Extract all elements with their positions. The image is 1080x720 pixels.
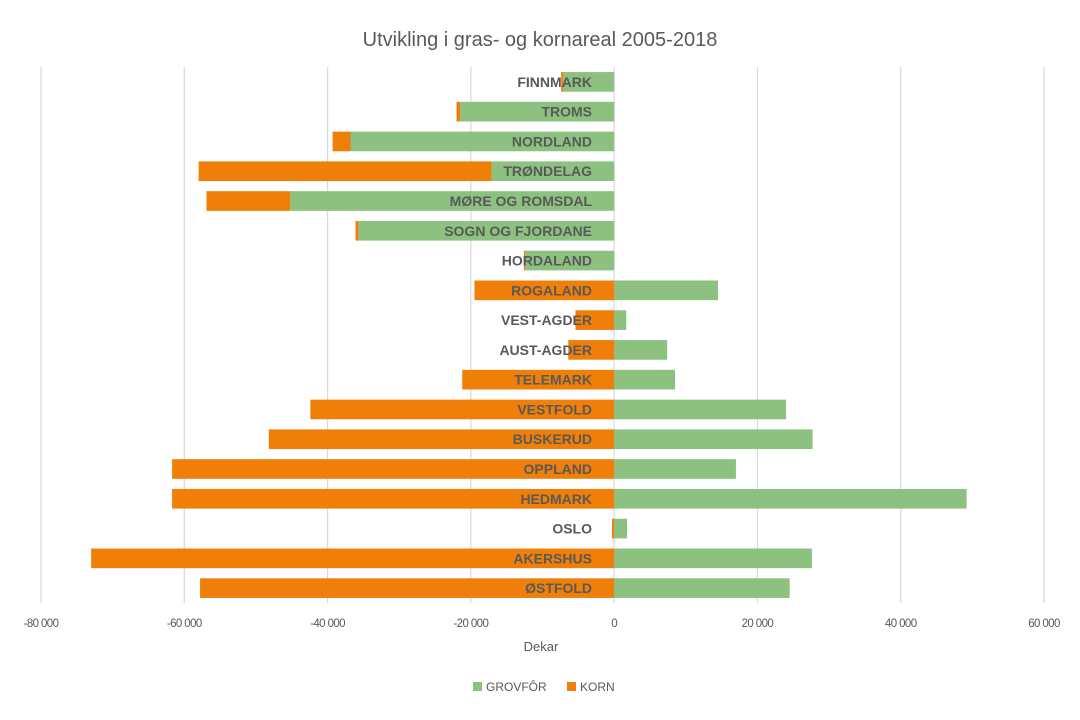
bar-grovfor xyxy=(614,399,787,420)
bar-grovfor xyxy=(614,548,812,569)
category-label: HORDALAND xyxy=(502,253,592,269)
x-tick-label: 0 xyxy=(611,618,617,630)
x-tick-label: -80 000 xyxy=(24,618,59,630)
bar-grovfor xyxy=(350,131,615,152)
x-tick-label: 20 000 xyxy=(742,618,774,630)
x-tick-labels: -80 000 -60 000 -40 000 -20 000 0 20 000 40 00… xyxy=(24,618,1061,630)
category-label: TROMS xyxy=(541,104,592,120)
bar-korn xyxy=(200,578,615,598)
bar-korn xyxy=(172,488,615,509)
x-tick-label: 40 000 xyxy=(885,618,917,630)
bar-korn xyxy=(611,518,615,539)
x-tick-label: -20 000 xyxy=(453,618,488,630)
bar-grovfor xyxy=(614,578,790,598)
x-tick-label: -40 000 xyxy=(310,618,345,630)
bar-grovfor xyxy=(614,488,967,509)
bar-korn xyxy=(456,101,461,122)
legend: GROVFÔR KORN xyxy=(473,679,615,694)
bar-grovfor xyxy=(563,72,615,92)
bar-grovfor xyxy=(614,459,736,479)
bar-korn xyxy=(568,340,615,360)
category-label: AKERSHUS xyxy=(513,550,592,566)
legend-item-korn: KORN xyxy=(567,680,615,694)
bar-korn xyxy=(355,220,359,241)
bar-grovfor xyxy=(614,280,719,301)
category-label: HEDMARK xyxy=(520,491,592,507)
category-label: TELEMARK xyxy=(514,372,592,388)
category-label: ØSTFOLD xyxy=(525,580,592,596)
category-labels: FINNMARK TROMS NORDLAND TRØNDELAG MØRE OG RO… xyxy=(444,74,592,596)
bar-korn xyxy=(91,548,615,569)
legend-label: GROVFÔR xyxy=(486,679,547,694)
bars xyxy=(91,72,967,598)
legend-swatch xyxy=(567,682,576,691)
bar-grovfor xyxy=(290,191,615,211)
bar-korn xyxy=(310,399,615,420)
category-label: FINNMARK xyxy=(517,74,592,90)
bar-grovfor xyxy=(614,518,628,539)
category-label: MØRE OG ROMSDAL xyxy=(450,193,593,209)
bar-grovfor xyxy=(614,429,813,450)
legend-swatch xyxy=(473,682,482,691)
bar-grovfor xyxy=(614,340,668,360)
bar-korn xyxy=(268,429,615,450)
legend-item-grovfor: GROVFÔR xyxy=(473,679,547,694)
category-label: OSLO xyxy=(552,521,592,537)
category-label: OPPLAND xyxy=(524,461,592,477)
bar-grovfor xyxy=(460,101,615,122)
bar-korn xyxy=(523,250,526,271)
bar-grovfor xyxy=(491,161,615,182)
bar-korn xyxy=(462,369,615,390)
x-tick-label: 60 000 xyxy=(1028,618,1060,630)
bar-grovfor xyxy=(614,369,676,390)
legend-label: KORN xyxy=(580,680,615,694)
bar-korn xyxy=(474,280,615,301)
category-label: ROGALAND xyxy=(511,282,592,298)
chart-title: Utvikling i gras- og kornareal 2005-2018 xyxy=(363,29,718,51)
category-label: VEST-AGDER xyxy=(501,312,592,328)
x-tick-label: -60 000 xyxy=(167,618,202,630)
category-label: BUSKERUD xyxy=(513,431,592,447)
bar-korn xyxy=(198,161,492,182)
category-label: SOGN OG FJORDANE xyxy=(444,223,592,239)
bar-korn xyxy=(206,191,291,211)
bar-grovfor xyxy=(358,220,615,241)
category-label: TRØNDELAG xyxy=(503,163,592,179)
x-axis-label: Dekar xyxy=(524,639,559,654)
bar-grovfor xyxy=(525,250,615,271)
bar-korn xyxy=(561,72,564,92)
category-label: VESTFOLD xyxy=(517,401,592,417)
category-label: AUST-AGDER xyxy=(499,342,592,358)
category-label: NORDLAND xyxy=(512,133,592,149)
bar-korn xyxy=(332,131,351,152)
bar-grovfor xyxy=(614,310,627,330)
gridlines xyxy=(40,67,1045,603)
bar-korn xyxy=(172,459,615,479)
bar-korn xyxy=(575,310,615,330)
